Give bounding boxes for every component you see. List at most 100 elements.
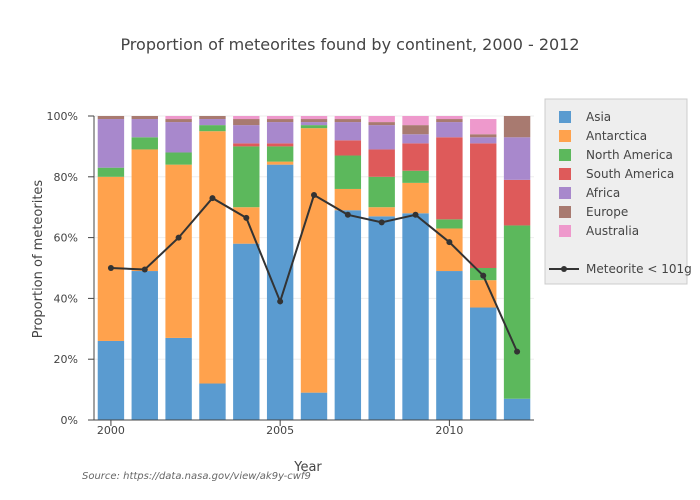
bar-asia-2000[interactable] xyxy=(97,340,125,420)
bar-north-america-2006[interactable] xyxy=(300,125,328,129)
bar-europe-2011[interactable] xyxy=(470,134,497,138)
bar-south-america-2008[interactable] xyxy=(368,149,395,177)
bar-europe-2012[interactable] xyxy=(503,116,531,138)
bar-asia-2001[interactable] xyxy=(131,271,158,420)
bar-asia-2002[interactable] xyxy=(165,337,192,420)
bar-south-america-2009[interactable] xyxy=(402,143,429,171)
line-point-2005[interactable] xyxy=(277,298,284,305)
bar-europe-2002[interactable] xyxy=(165,119,192,123)
bar-africa-2009[interactable] xyxy=(402,134,429,144)
bar-africa-2005[interactable] xyxy=(266,122,294,144)
line-point-2001[interactable] xyxy=(141,266,148,273)
bar-north-america-2004[interactable] xyxy=(233,146,260,208)
bar-north-america-2000[interactable] xyxy=(97,167,125,177)
bar-australia-2005[interactable] xyxy=(266,116,294,120)
bar-south-america-2011[interactable] xyxy=(470,143,497,268)
legend-label-asia: Asia xyxy=(586,110,611,124)
bar-africa-2003[interactable] xyxy=(199,119,226,126)
bar-australia-2010[interactable] xyxy=(436,116,463,120)
bar-asia-2011[interactable] xyxy=(470,307,497,420)
bar-europe-2003[interactable] xyxy=(199,116,226,120)
line-point-2012[interactable] xyxy=(514,348,521,355)
bar-asia-2007[interactable] xyxy=(334,210,362,420)
bar-asia-2008[interactable] xyxy=(368,216,395,420)
line-point-2000[interactable] xyxy=(107,265,114,271)
bar-europe-2004[interactable] xyxy=(233,119,260,126)
bar-north-america-2008[interactable] xyxy=(368,176,395,208)
bar-north-america-2009[interactable] xyxy=(402,170,429,183)
bar-antarctica-2006[interactable] xyxy=(300,128,328,393)
line-point-2004[interactable] xyxy=(243,214,250,221)
bar-australia-2006[interactable] xyxy=(300,116,328,120)
legend[interactable]: Asia Antarctica North America South America… xyxy=(544,98,692,285)
bar-antarctica-2001[interactable] xyxy=(131,149,158,272)
line-point-2011[interactable] xyxy=(480,272,487,279)
bar-europe-2007[interactable] xyxy=(334,119,362,123)
bar-asia-2012[interactable] xyxy=(503,398,531,420)
legend-swatch-australia xyxy=(559,225,571,237)
bar-south-america-2004[interactable] xyxy=(233,143,260,147)
bar-australia-2004[interactable] xyxy=(233,116,260,120)
bar-antarctica-2009[interactable] xyxy=(402,182,429,214)
bar-antarctica-2008[interactable] xyxy=(368,207,395,217)
bar-asia-2005[interactable] xyxy=(266,164,294,420)
bar-africa-2000[interactable] xyxy=(97,119,125,168)
bar-antarctica-2002[interactable] xyxy=(165,164,192,338)
bar-south-america-2012[interactable] xyxy=(503,179,531,226)
bar-africa-2008[interactable] xyxy=(368,125,395,150)
bar-europe-2009[interactable] xyxy=(402,125,429,135)
bar-south-america-2010[interactable] xyxy=(436,137,463,220)
bar-europe-2001[interactable] xyxy=(131,116,158,120)
x-axis-title: Year xyxy=(293,460,322,475)
bar-australia-2011[interactable] xyxy=(470,119,497,135)
bar-australia-2007[interactable] xyxy=(334,116,362,120)
legend-swatch-asia xyxy=(559,111,571,123)
bar-south-america-2005[interactable] xyxy=(266,143,294,147)
bar-asia-2009[interactable] xyxy=(402,213,429,420)
bar-africa-2011[interactable] xyxy=(470,137,497,144)
bar-europe-2010[interactable] xyxy=(436,119,463,123)
bar-asia-2004[interactable] xyxy=(233,243,260,420)
y-axis-title: Proportion of meteorites xyxy=(31,180,46,339)
bar-europe-2000[interactable] xyxy=(97,116,125,120)
bar-north-america-2007[interactable] xyxy=(334,155,362,189)
line-point-2002[interactable] xyxy=(175,234,182,241)
bar-asia-2003[interactable] xyxy=(199,383,226,420)
legend-swatch-north-america xyxy=(559,149,571,161)
bar-north-america-2005[interactable] xyxy=(266,146,294,162)
bar-australia-2002[interactable] xyxy=(165,116,192,120)
bar-north-america-2010[interactable] xyxy=(436,219,463,229)
bar-north-america-2012[interactable] xyxy=(503,225,531,399)
line-point-2008[interactable] xyxy=(378,219,385,226)
plot-area: 0% 20% 40% 60% 80% 100% 2000 2005 2010 xyxy=(47,110,534,437)
bar-antarctica-2011[interactable] xyxy=(470,280,497,308)
bar-africa-2010[interactable] xyxy=(436,122,463,138)
bar-north-america-2002[interactable] xyxy=(165,152,192,165)
bar-antarctica-2005[interactable] xyxy=(266,161,294,165)
line-point-2007[interactable] xyxy=(344,211,351,218)
bar-antarctica-2000[interactable] xyxy=(97,176,125,341)
bar-africa-2001[interactable] xyxy=(131,119,158,138)
bar-europe-2006[interactable] xyxy=(300,119,328,123)
bar-europe-2008[interactable] xyxy=(368,122,395,126)
bar-europe-2005[interactable] xyxy=(266,119,294,123)
bar-antarctica-2007[interactable] xyxy=(334,188,362,211)
bar-asia-2010[interactable] xyxy=(436,271,463,420)
line-point-2003[interactable] xyxy=(209,195,216,202)
bar-africa-2006[interactable] xyxy=(300,122,328,126)
y-tick-label: 20% xyxy=(54,353,78,366)
bar-antarctica-2003[interactable] xyxy=(199,131,226,384)
line-point-2009[interactable] xyxy=(412,211,419,218)
bar-africa-2004[interactable] xyxy=(233,125,260,144)
bar-asia-2006[interactable] xyxy=(300,392,328,420)
line-point-2006[interactable] xyxy=(311,192,317,199)
bar-africa-2002[interactable] xyxy=(165,122,192,153)
bar-africa-2012[interactable] xyxy=(503,137,531,180)
bar-australia-2008[interactable] xyxy=(368,116,395,123)
bar-africa-2007[interactable] xyxy=(334,122,362,141)
bar-north-america-2003[interactable] xyxy=(199,125,226,132)
line-point-2010[interactable] xyxy=(446,239,453,246)
bar-north-america-2001[interactable] xyxy=(131,137,158,150)
bar-south-america-2007[interactable] xyxy=(334,140,362,156)
bar-australia-2009[interactable] xyxy=(402,116,429,126)
